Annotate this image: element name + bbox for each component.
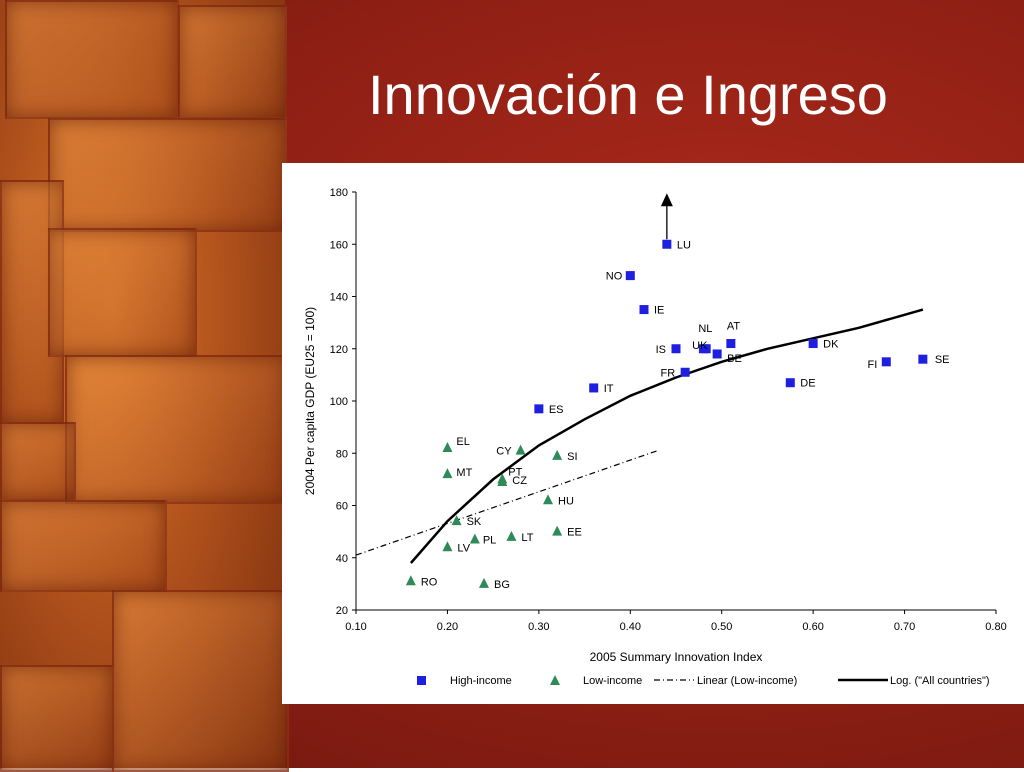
point-ro	[405, 575, 416, 586]
x-tick-label: 0.70	[894, 621, 915, 633]
y-tick-label: 160	[330, 239, 348, 251]
point-bg	[479, 577, 489, 588]
decorative-tile	[178, 5, 287, 119]
decorative-tile	[65, 355, 289, 504]
x-tick-label: 0.30	[528, 621, 549, 633]
point-ie	[639, 305, 649, 315]
x-axis-title: 2005 Summary Innovation Index	[590, 650, 763, 664]
x-tick-label: 0.40	[620, 621, 641, 633]
point-hu	[543, 494, 553, 505]
slide-title: Innovación e Ingreso	[368, 63, 888, 126]
legend-low-income-label: Low-income	[583, 675, 642, 687]
point-fi	[881, 357, 891, 367]
decorative-tile	[5, 0, 179, 119]
point-label-uk: UK	[692, 340, 708, 352]
point-label-se: SE	[935, 354, 950, 366]
trendline-log	[409, 308, 924, 564]
point-label-si: SI	[567, 451, 577, 463]
point-dk	[808, 339, 818, 349]
point-label-fr: FR	[660, 367, 675, 379]
point-label-pt: PT	[508, 466, 522, 478]
y-tick-label: 40	[336, 553, 348, 565]
point-label-dk: DK	[823, 339, 839, 351]
y-tick-label: 180	[330, 187, 348, 199]
scatter-chart: 20 40 60 80 100 120 140 160 180 0.10 0.20 0.30 0.40 0…	[303, 187, 1007, 687]
point-label-hu: HU	[558, 495, 574, 507]
point-label-at: AT	[727, 321, 741, 333]
point-lt	[506, 530, 517, 541]
point-label-ie: IE	[654, 305, 664, 317]
chart-panel: 20 40 60 80 100 120 140 160 180 0.10 0.20 0.30 0.40 0…	[282, 163, 1024, 704]
trendline-linear	[355, 450, 658, 556]
point-lu	[662, 239, 672, 249]
point-label-bg: BG	[494, 579, 510, 591]
legend-high-income-label: High-income	[450, 675, 512, 687]
point-uk	[701, 344, 711, 354]
point-label-pl: PL	[483, 534, 496, 546]
point-fr	[680, 367, 690, 377]
point-label-cy: CY	[496, 446, 512, 458]
point-pl	[469, 533, 480, 544]
y-tick-label: 20	[336, 605, 348, 617]
x-tick-label: 0.10	[345, 621, 366, 633]
point-no	[625, 271, 635, 281]
point-label-lu: LU	[677, 239, 691, 251]
point-be	[712, 349, 722, 359]
decorative-tile	[0, 500, 167, 592]
point-cz	[497, 475, 508, 486]
point-label-nl: NL	[698, 323, 712, 335]
point-at	[726, 339, 736, 349]
legend-linear-label: Linear (Low-income)	[697, 675, 797, 687]
point-label-fi: FI	[868, 359, 878, 371]
point-el	[442, 442, 453, 453]
point-label-cz: CZ	[512, 475, 527, 487]
point-se	[918, 354, 928, 364]
y-tick-label: 60	[336, 501, 348, 513]
point-cy	[515, 444, 526, 455]
point-label-sk: SK	[467, 516, 482, 528]
point-si	[552, 449, 563, 460]
point-is	[671, 344, 681, 354]
y-tick-label: 120	[330, 344, 348, 356]
point-ee	[552, 525, 563, 536]
decorative-panel	[0, 0, 289, 772]
decorative-tile	[48, 228, 197, 357]
point-label-is: IS	[656, 344, 666, 356]
point-label-lv: LV	[457, 542, 470, 554]
point-de	[785, 378, 795, 388]
annotation-arrow-head	[660, 193, 673, 207]
point-label-de: DE	[800, 378, 815, 390]
point-label-be: BE	[727, 353, 742, 365]
point-label-it: IT	[604, 383, 614, 395]
x-tick-label: 0.60	[802, 621, 823, 633]
point-label-no: NO	[606, 271, 623, 283]
x-tick-label: 0.80	[985, 621, 1006, 633]
legend-log-label: Log. ("All countries")	[890, 675, 990, 687]
point-label-lt: LT	[521, 532, 533, 544]
point-label-ee: EE	[567, 527, 582, 539]
decorative-tile	[0, 422, 76, 501]
point-es	[534, 404, 544, 414]
point-lv	[442, 541, 453, 552]
y-axis-title: 2004 Per capita GDP (EU25 = 100)	[303, 307, 317, 495]
point-it	[589, 383, 599, 393]
point-label-ro: RO	[421, 576, 438, 588]
point-label-el: EL	[456, 436, 469, 448]
y-tick-label: 140	[330, 292, 348, 304]
point-label-mt: MT	[456, 467, 472, 479]
y-tick-label: 100	[330, 396, 348, 408]
legend-low-income-marker	[550, 675, 560, 685]
x-tick-label: 0.50	[711, 621, 732, 633]
legend-high-income-marker	[417, 676, 426, 685]
point-label-es: ES	[549, 404, 564, 416]
decorative-tile	[48, 118, 287, 232]
x-tick-label: 0.20	[437, 621, 458, 633]
decorative-tile	[112, 590, 289, 772]
y-tick-label: 80	[336, 448, 348, 460]
point-sk	[451, 515, 462, 526]
decorative-tile	[0, 665, 114, 772]
legend: High-income Low-income Linear (Low-incom…	[417, 675, 990, 687]
point-mt	[442, 468, 453, 479]
